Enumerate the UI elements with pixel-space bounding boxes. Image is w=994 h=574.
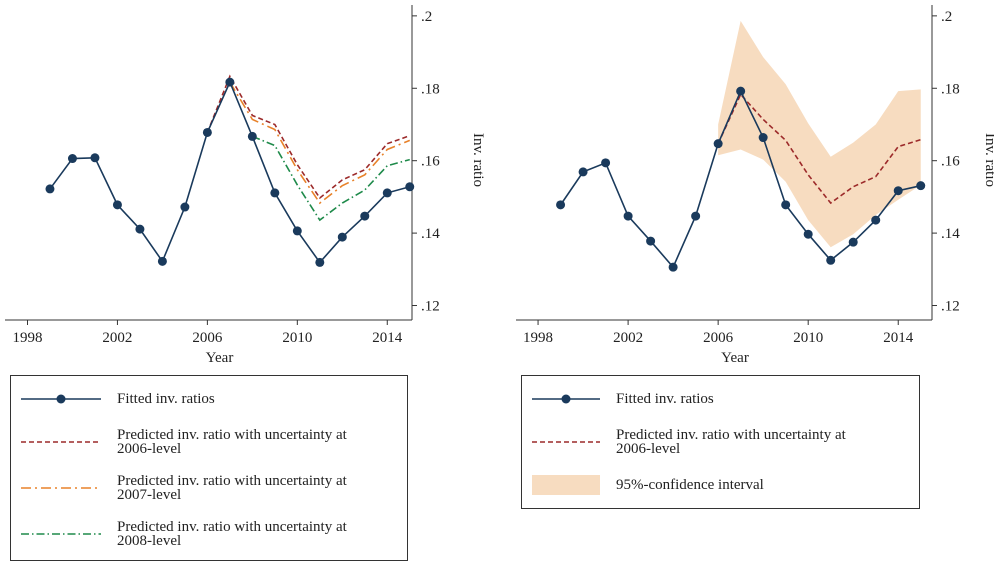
- data-point: [646, 236, 656, 246]
- legend-label: 95%-confidence interval: [616, 477, 764, 493]
- series-line: [206, 74, 411, 200]
- x-tick-label: 2014: [372, 330, 403, 346]
- data-point: [292, 226, 302, 236]
- legend: Fitted inv. ratios Predicted inv. ratio w…: [521, 375, 920, 509]
- x-tick-label: 2010: [793, 330, 823, 346]
- data-point: [112, 200, 122, 210]
- legend-label: Fitted inv. ratios: [117, 391, 215, 407]
- y-axis-label: Inv. ratio: [470, 133, 486, 187]
- y-tick-label: .14: [421, 226, 440, 242]
- data-point: [803, 229, 813, 239]
- x-tick-label: 2006: [192, 330, 223, 346]
- legend-entry: Predicted inv. ratio with uncertainty at…: [532, 427, 909, 457]
- data-point: [916, 181, 926, 191]
- data-point: [691, 211, 701, 221]
- y-axis-label: Inv. ratio: [982, 133, 994, 187]
- data-point: [135, 224, 145, 234]
- data-point: [270, 188, 280, 198]
- legend-label: Predicted inv. ratio with uncertainty at…: [117, 427, 347, 457]
- legend-swatch: [21, 533, 101, 535]
- legend-label: Predicted inv. ratio with uncertainty at…: [117, 519, 347, 549]
- series-line: [49, 80, 410, 264]
- data-point: [578, 167, 588, 177]
- data-point: [736, 86, 746, 96]
- data-point: [315, 257, 325, 267]
- legend-swatch: [532, 394, 600, 404]
- data-point: [202, 127, 212, 137]
- data-point: [758, 133, 768, 143]
- data-point: [180, 202, 190, 212]
- x-tick-label: 2002: [102, 330, 132, 346]
- series-line: [717, 92, 921, 205]
- legend-entry: Fitted inv. ratios: [21, 388, 397, 410]
- data-point: [247, 131, 257, 141]
- legend-marker: [561, 394, 571, 404]
- data-point: [668, 262, 678, 272]
- legend-entry: Predicted inv. ratio with uncertainty at…: [21, 473, 397, 503]
- data-point: [781, 200, 791, 210]
- data-point: [848, 237, 858, 247]
- data-point: [713, 139, 723, 149]
- series-line: [229, 81, 411, 205]
- y-tick-label: .12: [941, 299, 960, 315]
- data-point: [893, 186, 903, 196]
- legend-label: Predicted inv. ratio with uncertainty at…: [616, 427, 846, 457]
- legend-entry: Predicted inv. ratio with uncertainty at…: [21, 519, 397, 549]
- data-point: [337, 232, 347, 242]
- x-tick-label: 2006: [703, 330, 734, 346]
- data-point: [45, 184, 55, 194]
- legend-swatch: [532, 475, 600, 495]
- y-tick-label: .2: [941, 9, 952, 25]
- y-tick-label: .12: [421, 299, 440, 315]
- data-point: [67, 154, 77, 164]
- data-point: [405, 182, 415, 192]
- legend-swatch: [21, 487, 101, 489]
- data-point: [382, 188, 392, 198]
- confidence-band: [718, 20, 921, 248]
- legend-label: Fitted inv. ratios: [616, 391, 714, 407]
- legend-swatch: [532, 441, 600, 443]
- legend-entry: Predicted inv. ratio with uncertainty at…: [21, 427, 397, 457]
- data-point: [871, 215, 881, 225]
- y-tick-label: .18: [941, 81, 960, 97]
- x-tick-label: 2014: [883, 330, 914, 346]
- x-tick-label: 1998: [523, 330, 553, 346]
- data-point: [601, 158, 611, 168]
- x-tick-label: 2002: [613, 330, 643, 346]
- data-point: [826, 255, 836, 265]
- series-line: [252, 135, 410, 222]
- legend-marker: [56, 394, 66, 404]
- legend: Fitted inv. ratios Predicted inv. ratio w…: [10, 375, 408, 561]
- legend-entry: 95%-confidence interval: [532, 474, 909, 496]
- legend-band: [532, 475, 600, 495]
- data-point: [556, 200, 566, 210]
- data-point: [623, 211, 633, 221]
- x-axis-label: Year: [721, 350, 749, 366]
- legend-swatch: [21, 441, 101, 443]
- x-tick-label: 2010: [282, 330, 312, 346]
- y-tick-label: .2: [421, 9, 432, 25]
- legend-entry: Fitted inv. ratios: [532, 388, 909, 410]
- y-tick-label: .14: [941, 226, 960, 242]
- x-tick-label: 1998: [12, 330, 42, 346]
- data-point: [225, 77, 235, 87]
- y-tick-label: .16: [941, 154, 960, 170]
- data-point: [90, 153, 100, 163]
- data-point: [157, 256, 167, 266]
- legend-swatch: [21, 394, 101, 404]
- y-tick-label: .16: [421, 154, 440, 170]
- legend-label: Predicted inv. ratio with uncertainty at…: [117, 473, 347, 503]
- x-axis-label: Year: [206, 350, 234, 366]
- data-point: [360, 211, 370, 221]
- y-tick-label: .18: [421, 81, 440, 97]
